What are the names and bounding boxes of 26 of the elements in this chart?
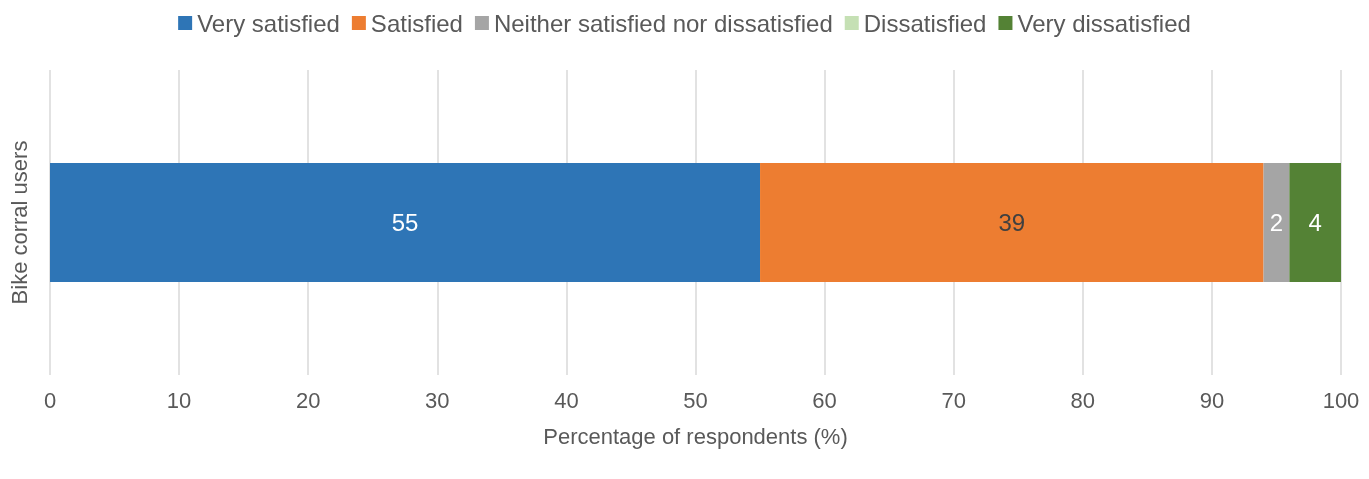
x-axis-title: Percentage of respondents (%) (543, 423, 848, 449)
bar (760, 163, 1264, 282)
legend-label: Dissatisfied (863, 9, 987, 37)
legend-label: Very satisfied (197, 9, 340, 37)
x-tick-label: 100 (1322, 387, 1360, 413)
x-tick-label: 10 (166, 387, 192, 413)
x-tick-label: 60 (812, 387, 837, 413)
bar (1263, 163, 1290, 282)
x-tick-label: 30 (425, 387, 450, 413)
data-label: 2 (1269, 209, 1284, 236)
legend-label: Satisfied (370, 9, 463, 37)
bar (1289, 163, 1341, 282)
x-tick-label: 0 (43, 387, 57, 413)
x-tick-label: 20 (295, 387, 321, 413)
legend-label: Very dissatisfied (1017, 9, 1191, 37)
data-label: 55 (391, 209, 419, 236)
x-tick-label: 40 (554, 387, 579, 413)
x-tick-label: 80 (1070, 387, 1096, 413)
data-label: 4 (1308, 209, 1322, 236)
x-tick-label: 90 (1199, 387, 1225, 413)
y-axis-title: Bike corral users (6, 140, 32, 305)
x-tick-label: 50 (683, 387, 708, 413)
bar (50, 163, 761, 282)
x-tick-label: 70 (941, 387, 966, 413)
data-label: 39 (998, 209, 1026, 236)
legend-label: Neither satisfied nor dissatisfied (493, 9, 833, 37)
